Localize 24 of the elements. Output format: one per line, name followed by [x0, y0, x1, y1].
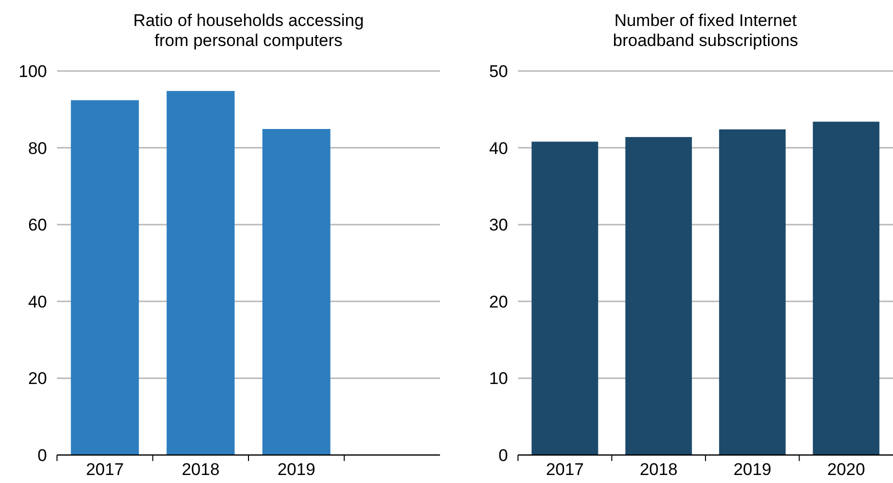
y-tick-label: 20 — [489, 292, 508, 312]
x-tick-label: 2020 — [827, 460, 866, 479]
x-tick-label: 2017 — [546, 460, 584, 479]
y-tick-label: 10 — [489, 369, 508, 388]
y-tick-label: 0 — [498, 446, 508, 465]
chart-title: Number of fixed Internet broadband subscriptions — [612, 11, 798, 50]
x-tick-label: 2018 — [640, 460, 678, 479]
x-tick-label: 2019 — [733, 460, 772, 479]
y-tick-label: 80 — [28, 138, 47, 158]
x-tick-label: 2018 — [182, 460, 220, 479]
y-tick-label: 60 — [28, 216, 47, 235]
bar — [262, 128, 330, 455]
bar — [70, 100, 139, 455]
chart-title: Ratio of households accessing from personal computers — [133, 11, 364, 50]
y-tick-label: 40 — [28, 292, 47, 312]
y-tick-label: 40 — [489, 138, 508, 158]
bar — [166, 90, 235, 455]
y-tick-label: 100 — [18, 62, 47, 81]
y-tick-label: 50 — [489, 62, 508, 81]
y-tick-label: 0 — [38, 446, 47, 465]
y-tick-label: 30 — [489, 216, 508, 235]
y-tick-label: 20 — [28, 369, 47, 388]
x-tick-label: 2017 — [86, 460, 124, 479]
x-tick-label: 2019 — [277, 460, 316, 479]
